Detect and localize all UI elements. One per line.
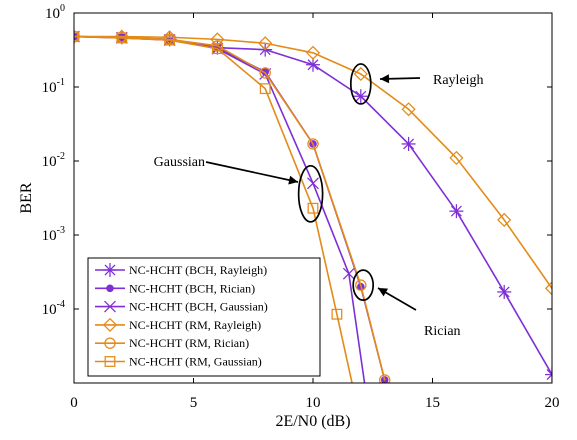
- y-tick-exponent-3: -3: [57, 225, 65, 236]
- legend-marker-2: [106, 284, 114, 293]
- legend-item-5: NC-HCHT (RM, Rician): [95, 336, 249, 350]
- legend-marker-1: [103, 263, 117, 277]
- y-tick-exponent-4: -4: [57, 299, 65, 310]
- series-5-point-5: [259, 67, 271, 79]
- series-1-point-10: [497, 284, 512, 299]
- y-tick-base-1: 10: [42, 80, 57, 96]
- y-tick-exponent-2: -2: [57, 151, 65, 162]
- y-tick-label-1: 10-1: [42, 77, 65, 96]
- series-3-point-7: [342, 267, 355, 280]
- series-6-point-4: [211, 43, 223, 55]
- x-axis-label: 2E/N0 (dB): [275, 413, 350, 430]
- series-6-point-6: [307, 202, 319, 214]
- series-6-point-7: [331, 308, 343, 320]
- x-tick-label-10: 10: [306, 395, 321, 411]
- series-1-point-9: [449, 204, 464, 219]
- legend-marker-4: [102, 317, 118, 332]
- series-4-point-8: [401, 102, 416, 117]
- series-5-point-7: [355, 279, 367, 291]
- annotation-gaussian: Gaussian: [154, 155, 205, 170]
- series-4-point-7: [353, 66, 368, 82]
- legend-label-6: NC-HCHT (RM, Gaussian): [129, 355, 262, 369]
- rayleigh-ellipse: [349, 63, 372, 105]
- y-axis-label: BER: [18, 182, 35, 213]
- series-group: [74, 29, 552, 383]
- series-4-point-10: [497, 212, 512, 227]
- series-6-point-3: [164, 34, 176, 46]
- y-tick-base-4: 10: [42, 302, 57, 318]
- annotation-rician: Rician: [424, 324, 461, 339]
- legend-item-2: NC-HCHT (BCH, Rician): [95, 281, 255, 295]
- legend-label-1: NC-HCHT (BCH, Rayleigh): [129, 263, 267, 277]
- series-1-point-7: [353, 89, 368, 104]
- legend-marker-5: [104, 337, 116, 349]
- legend-box: [87, 257, 321, 377]
- annotation-rayleigh: Rayleigh: [433, 73, 484, 88]
- legend-item-4: NC-HCHT (RM, Rayleigh): [95, 317, 261, 332]
- x-tick-label-5: 5: [190, 395, 198, 411]
- series-1-point-11: [545, 367, 552, 382]
- y-tick-label-0: 100: [45, 3, 65, 22]
- legend-item-3: NC-HCHT (BCH, Gaussian): [95, 300, 268, 314]
- series-4-point-11: [544, 281, 552, 296]
- gaussian-arrow: [205, 161, 299, 185]
- legend-marker-6: [104, 356, 116, 367]
- series-line-4: [74, 35, 552, 290]
- rician-arrow: [377, 287, 417, 311]
- x-tick-label-0: 0: [70, 395, 78, 411]
- legend: NC-HCHT (BCH, Rayleigh) NC-HCHT (BCH, Ric…: [87, 257, 321, 377]
- x-axis-ticks: 0 5 10 15 20: [70, 13, 560, 411]
- series-6: [74, 31, 353, 383]
- legend-item-6: NC-HCHT (RM, Gaussian): [95, 355, 262, 369]
- series-5-point-8: [378, 374, 391, 383]
- annotations: Rayleigh Gaussian Rician: [154, 63, 484, 339]
- series-line-6: [74, 35, 353, 383]
- legend-item-1: NC-HCHT (BCH, Rayleigh): [95, 263, 267, 277]
- series-4-point-6: [305, 45, 321, 60]
- legend-label-3: NC-HCHT (BCH, Gaussian): [129, 300, 268, 314]
- series-4-point-9: [449, 150, 464, 166]
- x-tick-label-20: 20: [545, 395, 560, 411]
- series-6-point-1: [74, 31, 80, 43]
- legend-marker-3: [104, 300, 116, 313]
- y-tick-label-3: 10-3: [42, 225, 65, 244]
- legend-label-4: NC-HCHT (RM, Rayleigh): [129, 318, 261, 332]
- series-1-point-6: [306, 57, 320, 72]
- plot-content: [74, 29, 552, 383]
- gaussian-ellipse: [297, 164, 324, 223]
- y-tick-exponent-0: 0: [60, 3, 65, 14]
- series-6-point-2: [116, 32, 128, 44]
- y-tick-base-3: 10: [42, 228, 57, 244]
- series-5-point-6: [307, 138, 319, 150]
- y-tick-exponent-1: -1: [57, 77, 65, 88]
- y-tick-label-2: 10-2: [42, 151, 65, 170]
- legend-label-2: NC-HCHT (BCH, Rician): [129, 281, 255, 295]
- series-3-point-6: [307, 177, 319, 190]
- legend-label-5: NC-HCHT (RM, Rician): [129, 336, 249, 350]
- rician-ellipse: [352, 269, 375, 302]
- rayleigh-arrow: [379, 74, 421, 84]
- series-4-point-5: [258, 36, 273, 51]
- y-tick-label-4: 10-4: [42, 299, 65, 318]
- series-1-point-8: [401, 136, 416, 151]
- series-6-point-5: [259, 83, 271, 95]
- x-tick-label-15: 15: [425, 395, 440, 411]
- y-tick-base-2: 10: [42, 154, 57, 170]
- y-tick-base-0: 10: [45, 6, 60, 22]
